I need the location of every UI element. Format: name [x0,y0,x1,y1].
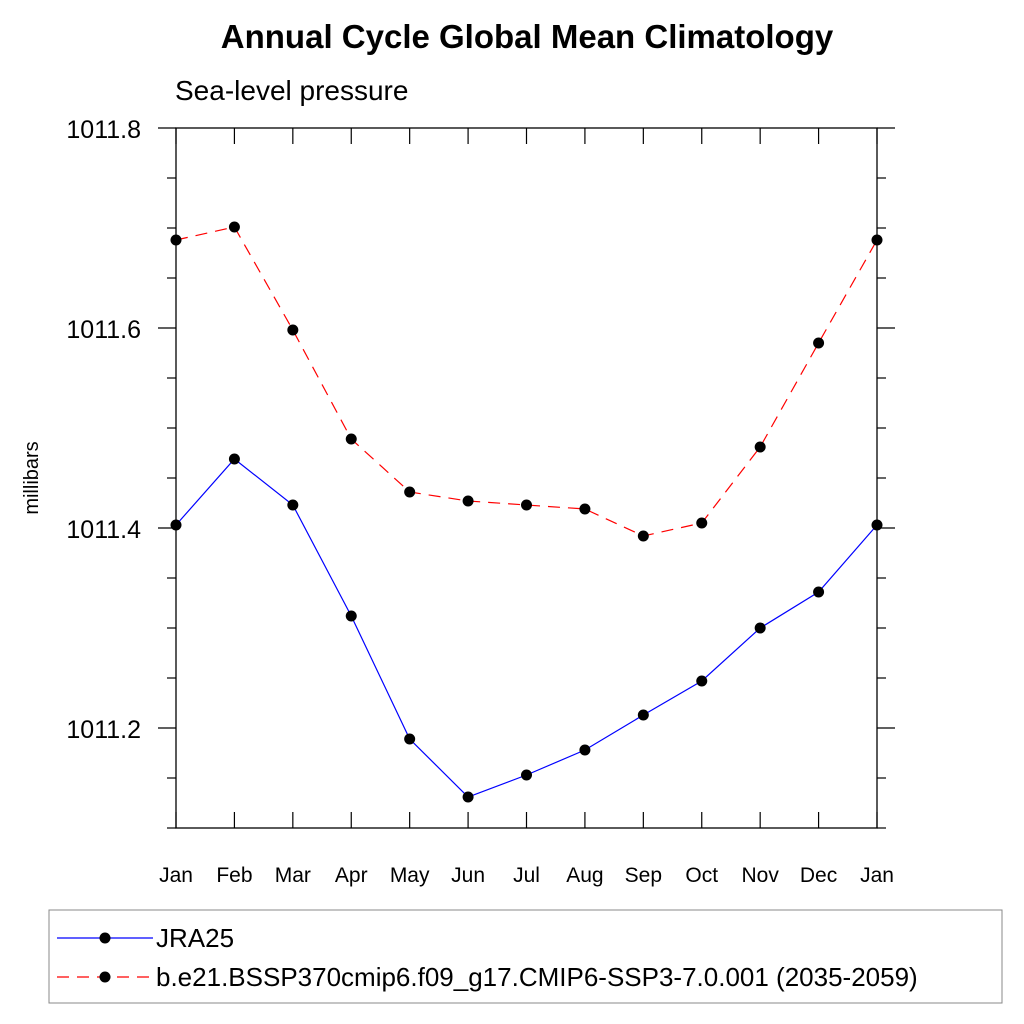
data-point [170,234,182,246]
x-tick-label: Oct [685,864,718,887]
data-point [754,622,766,634]
x-tick-label: Jan [159,864,193,887]
x-tick-label: Sep [625,864,662,887]
data-point [462,791,474,803]
legend-entry-2: b.e21.BSSP370cmip6.f09_g17.CMIP6-SSP3-7.… [57,962,918,992]
series-group [170,221,883,803]
data-point [345,433,357,445]
y-tick-label: 1011.4 [66,516,141,544]
y-tick-label: 1011.8 [66,116,141,144]
x-tick-label: Feb [216,864,252,887]
y-axis-label: millibars [21,441,43,514]
data-point [345,610,357,622]
data-point [404,486,416,498]
x-tick-label: Mar [275,864,311,887]
series-2 [170,221,883,542]
data-point [521,769,532,781]
axes [158,127,895,829]
data-point [287,499,299,511]
plot-frame [175,127,878,829]
y-tick-label: 1011.6 [66,316,141,344]
data-point [170,519,182,531]
series-line [175,226,878,537]
data-point [696,517,708,529]
chart-title: Annual Cycle Global Mean Climatology [221,18,834,55]
x-tick-label: Jun [451,864,485,887]
data-point [579,744,591,756]
data-point [813,337,825,349]
legend-marker [99,932,111,944]
data-point [228,453,240,465]
data-point [637,709,649,721]
x-tick-label: Aug [566,864,603,887]
data-point [579,503,591,515]
legend: JRA25 b.e21.BSSP370cmip6.f09_g17.CMIP6-SS… [48,909,1003,1004]
data-point [696,675,708,687]
data-point [228,221,240,233]
data-point [462,495,474,507]
y-tick-label: 1011.2 [66,716,141,744]
series-1 [170,453,883,803]
x-tick-label: Jul [513,864,540,887]
x-tick-label: Apr [335,864,368,887]
x-tick-label: Nov [741,864,779,887]
legend-box [48,909,1003,1004]
legend-marker [99,971,111,983]
x-tick-label: Jan [860,864,894,887]
data-point [754,441,766,453]
legend-label: JRA25 [156,923,234,953]
data-point [813,586,825,598]
x-tick-label: May [390,864,430,887]
tick-labels: Jan Feb Mar Apr May Jun Jul Aug Sep Oct Nov Dec Jan 1… [66,116,894,887]
legend-label: b.e21.BSSP370cmip6.f09_g17.CMIP6-SSP3-7.… [156,962,918,992]
data-point [521,499,532,511]
data-point [871,519,883,531]
data-point [637,530,649,542]
data-point [287,324,299,336]
data-point [871,234,883,246]
x-tick-label: Dec [800,864,837,887]
chart-subtitle: Sea-level pressure [175,75,408,106]
legend-entry-1: JRA25 [57,923,234,953]
data-point [404,733,416,745]
